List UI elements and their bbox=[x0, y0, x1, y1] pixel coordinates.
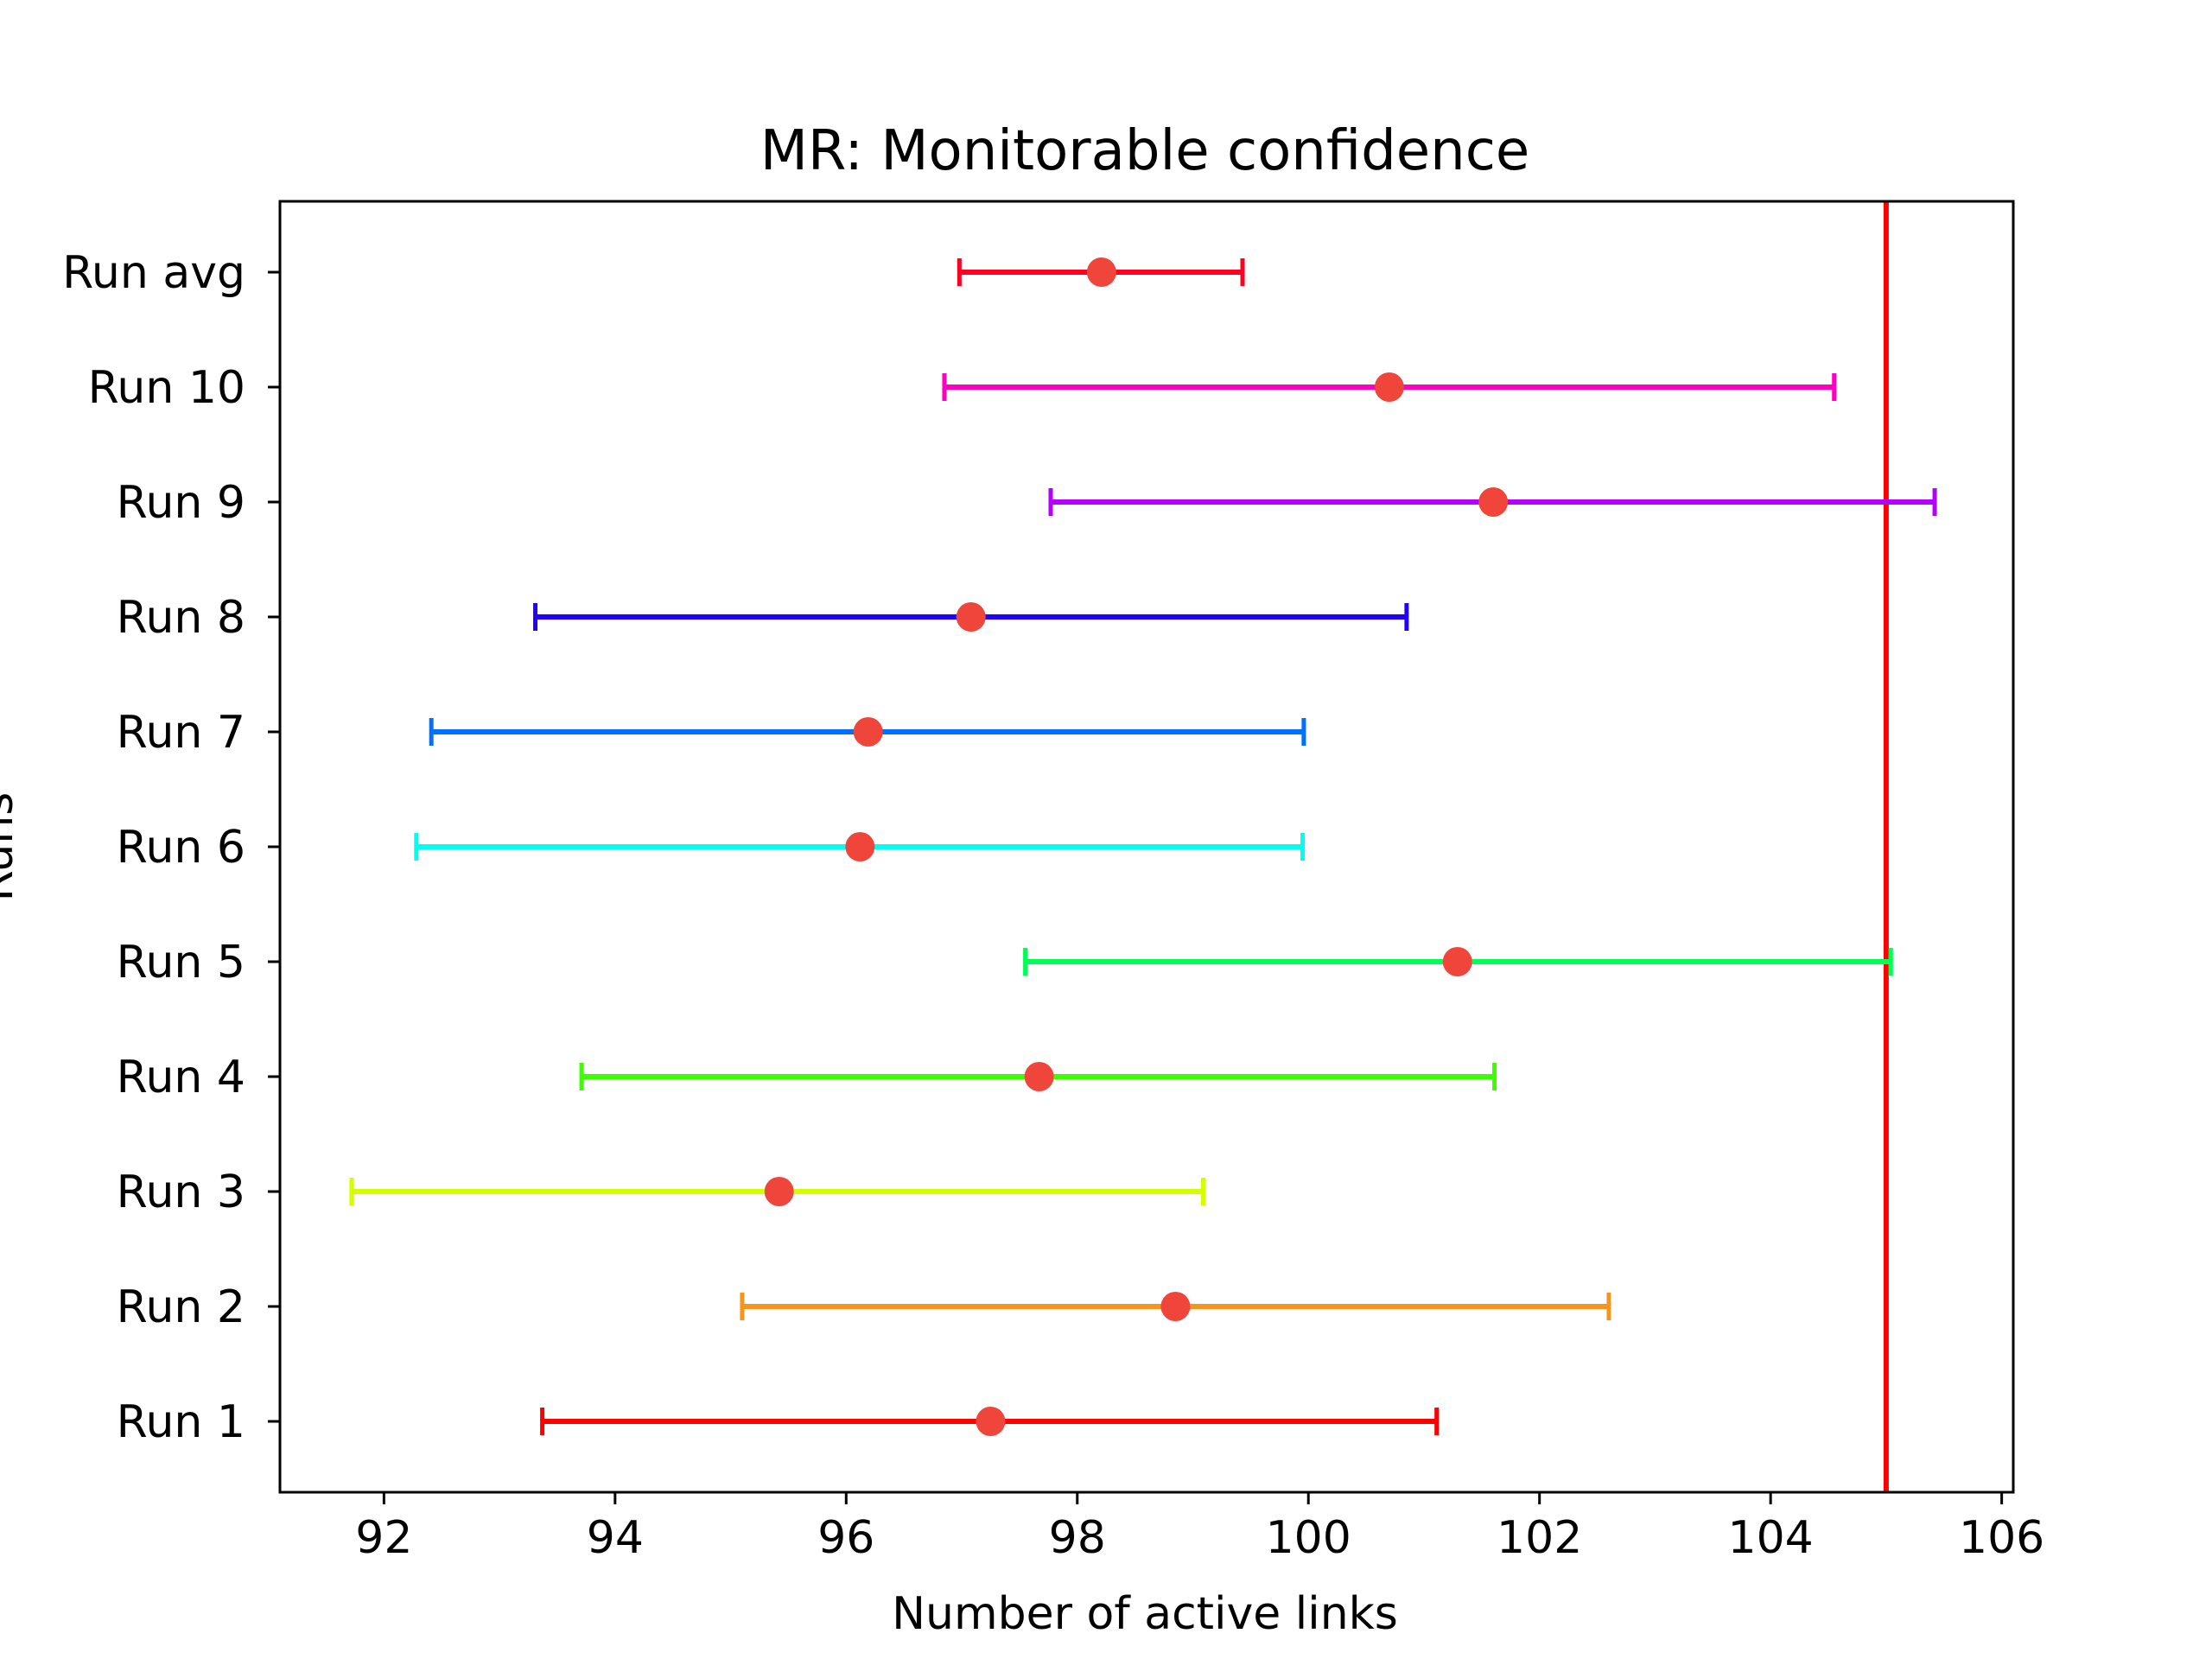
mean-marker bbox=[1478, 487, 1509, 517]
y-tick-label: Run 3 bbox=[117, 1166, 245, 1218]
mean-marker bbox=[976, 1407, 1006, 1436]
errorbar-run-avg bbox=[957, 257, 1245, 287]
y-tick-label: Run 4 bbox=[117, 1052, 245, 1103]
mean-marker bbox=[1442, 947, 1472, 976]
x-tick-label: 96 bbox=[817, 1512, 874, 1564]
mean-marker bbox=[1374, 372, 1404, 402]
series-layer bbox=[349, 257, 1937, 1436]
y-axis-label: Runs bbox=[0, 792, 23, 902]
y-tick-label: Run 8 bbox=[117, 592, 245, 644]
mean-marker bbox=[1024, 1062, 1054, 1091]
x-tick-label: 100 bbox=[1266, 1512, 1351, 1564]
errorbar-run-10 bbox=[942, 372, 1837, 402]
mean-marker bbox=[764, 1177, 794, 1206]
y-tick-label: Run 6 bbox=[117, 822, 245, 874]
y-tick-label: Run 9 bbox=[117, 477, 245, 529]
mean-marker bbox=[1160, 1292, 1191, 1321]
y-axis: Run 1 Run 2 Run 3 Run 4 Run 5 Run 6 Run 7 Run 8… bbox=[62, 247, 280, 1448]
errorbar-run-2 bbox=[740, 1292, 1611, 1321]
x-tick-label: 98 bbox=[1049, 1512, 1106, 1564]
errorbar-run-5 bbox=[1023, 947, 1893, 976]
mean-marker bbox=[845, 832, 875, 861]
y-tick-label: Run 5 bbox=[117, 937, 245, 988]
errorbar-run-4 bbox=[579, 1062, 1497, 1091]
y-tick-label: Run avg bbox=[62, 247, 245, 299]
errorbar-run-3 bbox=[349, 1177, 1206, 1206]
y-tick-label: Run 2 bbox=[117, 1281, 245, 1333]
errorbar-run-6 bbox=[414, 832, 1306, 861]
mean-marker bbox=[956, 602, 986, 632]
chart-title: MR: Monitorable confidence bbox=[760, 119, 1530, 183]
x-tick-label: 102 bbox=[1497, 1512, 1582, 1564]
mean-marker bbox=[853, 717, 883, 747]
y-tick-label: Run 7 bbox=[117, 707, 245, 759]
x-tick-label: 104 bbox=[1728, 1512, 1814, 1564]
y-tick-label: Run 1 bbox=[117, 1396, 245, 1448]
x-tick-label: 92 bbox=[355, 1512, 412, 1564]
x-axis-label: Number of active links bbox=[892, 1588, 1398, 1640]
errorbar-run-1 bbox=[540, 1407, 1440, 1436]
x-axis: 92 94 96 98 100 102 104 106 bbox=[355, 1492, 2044, 1564]
x-tick-label: 94 bbox=[587, 1512, 644, 1564]
x-tick-label: 106 bbox=[1959, 1512, 2044, 1564]
errorbar-run-9 bbox=[1048, 487, 1937, 517]
y-tick-label: Run 10 bbox=[88, 362, 245, 414]
errorbar-run-7 bbox=[429, 717, 1306, 747]
errorbar-run-8 bbox=[533, 602, 1409, 632]
mean-marker bbox=[1086, 257, 1116, 287]
